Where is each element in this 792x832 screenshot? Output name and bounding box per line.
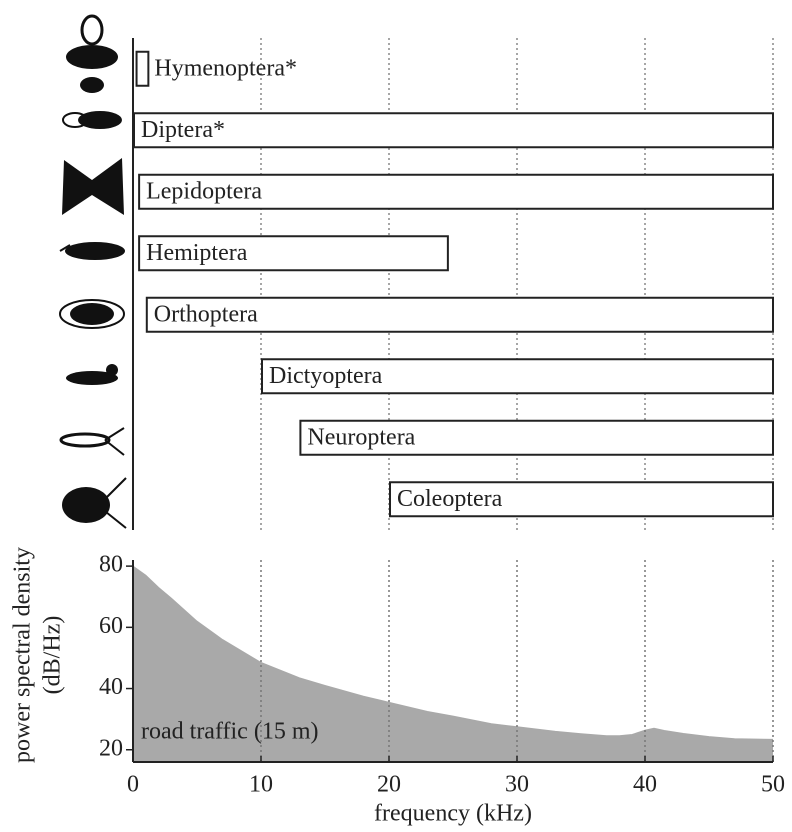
x-axis-label: frequency (kHz) xyxy=(374,801,532,827)
range-bar xyxy=(145,296,775,333)
bar-label: Hemiptera xyxy=(146,240,248,266)
icon-hemiptera xyxy=(59,242,125,260)
y-tick-label: 20 xyxy=(99,735,123,761)
icon-hymenoptera xyxy=(66,14,118,93)
x-tick-label: 0 xyxy=(127,772,139,798)
icon-lepidoptera xyxy=(62,158,124,215)
y-tick-label: 60 xyxy=(99,613,123,639)
icon-orthoptera xyxy=(59,299,125,329)
icon-coleoptera xyxy=(62,477,127,529)
bar-label: Neuroptera xyxy=(307,424,415,450)
icon-neuroptera xyxy=(59,427,125,456)
insect-icons xyxy=(59,14,127,529)
range-bar xyxy=(138,235,449,272)
x-tick-label: 30 xyxy=(505,772,529,798)
y-tick-label: 40 xyxy=(99,674,123,700)
range-bar xyxy=(133,112,774,149)
bar-label: Lepidoptera xyxy=(146,178,262,204)
range-bar xyxy=(135,50,150,87)
bar-label: Diptera* xyxy=(141,117,225,143)
range-bar xyxy=(261,358,774,395)
y-axis-label: power spectral density xyxy=(10,547,36,763)
range-bar xyxy=(138,173,774,210)
y-axis-label: (dB/Hz) xyxy=(40,616,66,695)
area-fill xyxy=(133,566,773,762)
x-tick-label: 50 xyxy=(761,772,785,798)
x-tick-label: 10 xyxy=(249,772,273,798)
bar-label: Hymenoptera* xyxy=(154,55,297,81)
bar-label: Dictyoptera xyxy=(269,363,383,389)
bar-label: Orthoptera xyxy=(154,301,258,327)
x-tick-label: 20 xyxy=(377,772,401,798)
range-bar xyxy=(299,419,774,456)
bar-label: Coleoptera xyxy=(397,486,503,512)
x-tick-label: 40 xyxy=(633,772,657,798)
y-tick-label: 80 xyxy=(99,552,123,578)
area-line xyxy=(132,565,774,740)
range-bar xyxy=(389,481,774,518)
icon-diptera xyxy=(62,111,122,129)
icon-dictyoptera xyxy=(66,364,118,385)
annotation: road traffic (15 m) xyxy=(141,719,318,745)
